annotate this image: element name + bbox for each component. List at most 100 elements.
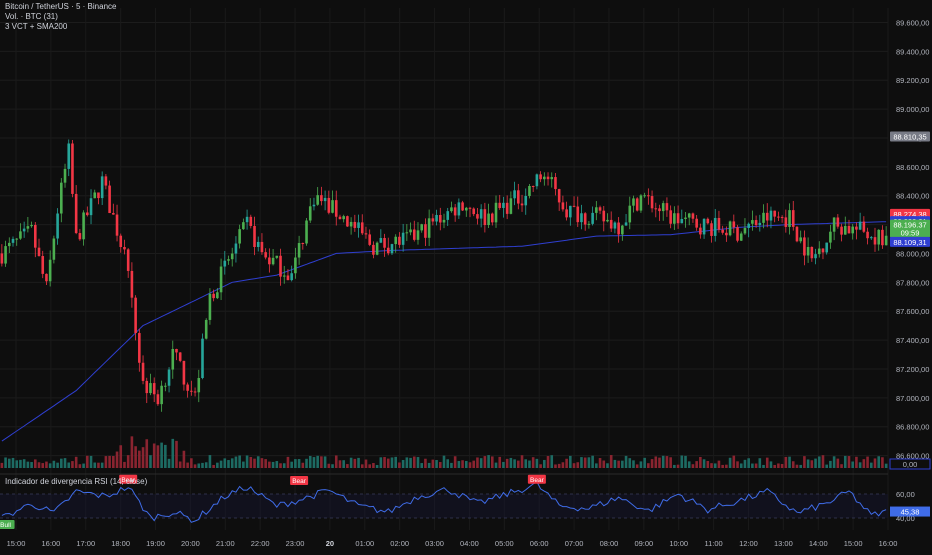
volume-bar	[86, 455, 89, 468]
candle-body	[583, 213, 587, 225]
candle-body	[416, 230, 420, 240]
candle-body	[855, 226, 858, 230]
volume-bar	[360, 464, 364, 468]
volume-bar	[230, 458, 234, 468]
candle-body	[650, 196, 654, 209]
candle-body	[810, 246, 814, 259]
legend-study[interactable]: 3 VCT + SMA200	[5, 22, 68, 31]
sma200-line	[1, 221, 887, 442]
candle-body	[409, 229, 412, 233]
candle-body	[253, 225, 256, 248]
candle-body	[149, 383, 152, 394]
volume-bar	[817, 456, 821, 468]
volume-bar	[130, 436, 134, 468]
volume-bar	[56, 462, 59, 468]
candle-body	[494, 202, 498, 223]
candle-body	[565, 209, 568, 218]
time-tick-label: 10:00	[669, 539, 688, 548]
candle-body	[680, 219, 684, 224]
candle-body	[41, 256, 45, 274]
volume-bar	[286, 456, 290, 468]
volume-bar	[591, 455, 594, 468]
volume-bar	[699, 456, 702, 468]
legend-symbol[interactable]: Bitcoin / TetherUS · 5 · Binance	[5, 2, 117, 11]
candle-body	[728, 221, 732, 236]
volume-bar	[884, 463, 888, 468]
candle-body	[56, 213, 59, 239]
candle-body	[108, 185, 111, 214]
candle-body	[821, 248, 825, 253]
candle-body	[881, 229, 884, 246]
volume-bar	[769, 461, 773, 468]
volume-bar	[472, 460, 476, 468]
candle-body	[260, 241, 264, 253]
candle-body	[297, 243, 301, 258]
candle-body	[275, 255, 279, 258]
volume-bar	[134, 446, 137, 468]
volume-bar	[524, 459, 528, 468]
candle-body	[152, 383, 156, 395]
candle-body	[0, 253, 4, 264]
candle-body	[561, 202, 565, 210]
candle-body	[498, 202, 502, 208]
rsi-tick-label: 60,00	[896, 490, 915, 499]
candle-body	[446, 211, 450, 220]
volume-bar	[713, 463, 717, 468]
candle-body	[773, 210, 776, 217]
candle-body	[4, 246, 7, 264]
candle-body	[346, 216, 349, 227]
candle-body	[814, 254, 817, 259]
price-axis: 89.600,00 89.400,00 89.200,00 89.000,00 88.8…	[889, 18, 931, 523]
price-label-text: 88.196,37	[893, 221, 926, 230]
time-axis: 15:00 16:00 17:00 18:00 19:00 20:00 21:00 22:00…	[7, 539, 898, 548]
legend-volume[interactable]: Vol. · BTC (31)	[5, 12, 58, 21]
candle-body	[420, 224, 424, 231]
price-label-text: 88.274,38	[893, 210, 926, 219]
volume-bar	[517, 460, 520, 468]
candle-body	[145, 380, 149, 394]
candle-body	[862, 221, 866, 232]
volume-bar	[855, 456, 858, 468]
candle-body	[450, 207, 453, 212]
candle-body	[799, 237, 802, 242]
volume-bar	[424, 458, 427, 468]
volume-bar	[227, 460, 230, 468]
candle-body	[587, 223, 591, 225]
candle-body	[502, 202, 505, 208]
volume-bar	[78, 464, 82, 468]
volume-bar	[316, 455, 319, 468]
volume-bar	[37, 462, 41, 468]
volume-bar	[294, 459, 297, 468]
volume-bar	[256, 456, 260, 468]
volume-bar	[234, 456, 238, 468]
candle-body	[104, 176, 108, 186]
volume-bar	[89, 455, 93, 468]
candle-body	[832, 217, 836, 232]
candle-body	[67, 143, 71, 169]
candle-body	[78, 233, 82, 240]
candle-body	[609, 219, 613, 229]
volume-bar	[531, 457, 535, 468]
candle-body	[141, 362, 145, 381]
price-tick-label: 87.200,00	[896, 365, 929, 374]
candle-body	[472, 208, 476, 215]
legend-rsi[interactable]: Indicador de divergencia RSI (14, close)	[5, 477, 148, 486]
volume-bar	[491, 456, 494, 468]
volume-bar	[565, 458, 568, 468]
volume-bar	[193, 464, 197, 468]
price-tick-label: 88.000,00	[896, 249, 929, 258]
volume-label-box	[889, 458, 931, 470]
candle-body	[732, 221, 736, 228]
volume-bar	[754, 463, 758, 468]
candle-body	[175, 348, 178, 353]
volume-bar	[684, 455, 687, 468]
candle-body	[100, 176, 104, 199]
volume-bar	[777, 463, 780, 468]
price-label-text: 88.109,31	[893, 238, 926, 247]
candle-body	[617, 222, 620, 235]
volume-bar	[847, 456, 851, 468]
candle-body	[171, 348, 175, 370]
candle-body	[308, 206, 312, 221]
